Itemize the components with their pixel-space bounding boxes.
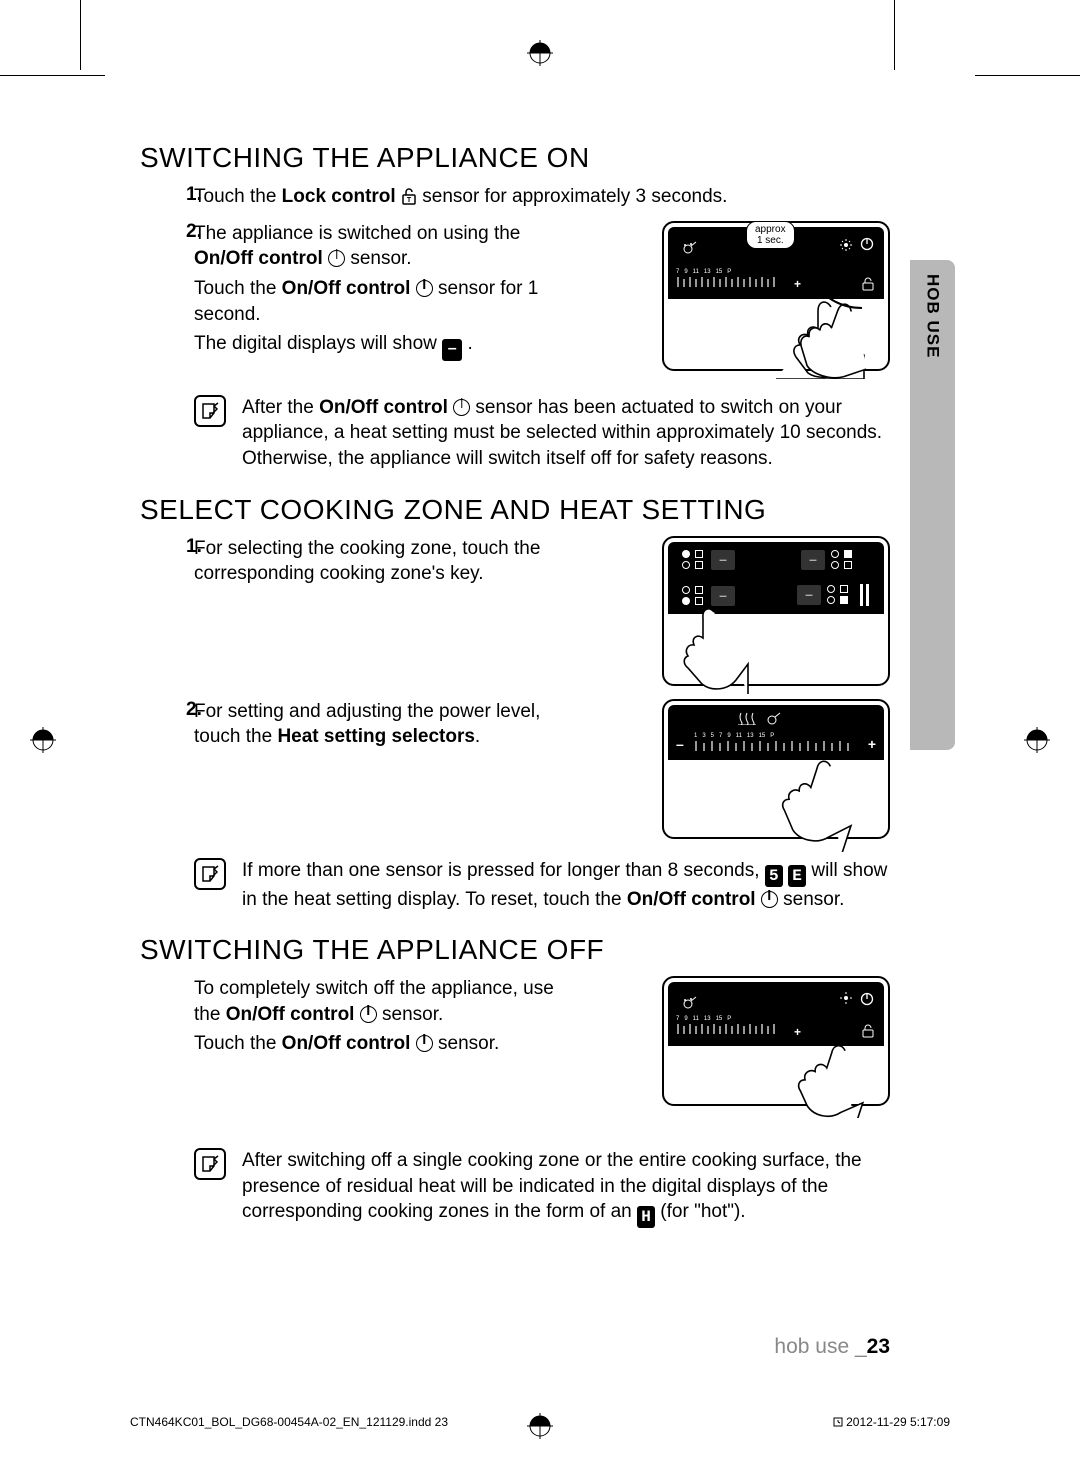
sun-icon — [840, 992, 852, 1004]
heading-select-zone: SELECT COOKING ZONE AND HEAT SETTING — [140, 494, 890, 526]
power-icon — [761, 891, 778, 908]
step-text: Touch the Lock control T sensor for appr… — [194, 184, 834, 213]
indd-filename: CTN464KC01_BOL_DG68-00454A-02_EN_121129.… — [130, 1415, 448, 1429]
plus-label: + — [794, 276, 801, 292]
page-content: HOB USE SWITCHING THE APPLIANCE ON 1. To… — [140, 120, 890, 1359]
pause-icon — [860, 584, 870, 606]
crop-mark — [80, 0, 81, 70]
lock-icon: T — [401, 187, 417, 213]
pan-icon — [766, 711, 782, 725]
body-text: To completely switch off the appliance, … — [140, 976, 890, 1126]
crop-mark — [975, 75, 1080, 76]
power-icon — [416, 280, 433, 297]
hand-icon — [682, 606, 752, 696]
power-icon — [416, 1035, 433, 1052]
scale-numbers: 7 9 11 13 15 P — [676, 268, 786, 276]
heading-switching-off: SWITCHING THE APPLIANCE OFF — [140, 934, 890, 966]
note-block: After switching off a single cooking zon… — [140, 1148, 890, 1228]
plus-label: + — [794, 1024, 801, 1040]
lock-icon — [862, 1024, 874, 1038]
segment-e-icon: E — [788, 865, 806, 887]
crop-mark — [894, 0, 895, 70]
clock-icon — [833, 1417, 843, 1427]
speech-bubble-line: approx — [755, 224, 786, 235]
heat-waves-icon — [738, 711, 756, 725]
note-icon — [194, 858, 226, 890]
scale-numbers: 7 9 11 13 15 P — [676, 1015, 786, 1023]
power-icon — [453, 399, 470, 416]
registration-mark-icon — [527, 40, 553, 66]
minus-label: – — [676, 735, 684, 754]
pan-icon — [682, 995, 698, 1009]
crop-mark — [0, 75, 105, 76]
note-block: If more than one sensor is pressed for l… — [140, 858, 890, 913]
print-footer: CTN464KC01_BOL_DG68-00454A-02_EN_121129.… — [130, 1415, 950, 1429]
switch-off-diagram: 7 9 11 13 15 P + — [662, 976, 890, 1106]
power-icon — [328, 250, 345, 267]
scale-numbers: 1 3 5 7 9 11 13 15 P — [694, 732, 854, 740]
step-text: The appliance is switched on using the O… — [194, 221, 890, 381]
heat-setting-diagram: – + 1 3 5 7 9 11 13 15 P — [662, 699, 890, 839]
segment-h-icon: H — [637, 1206, 655, 1228]
speech-bubble-line: 1 sec. — [757, 235, 784, 246]
segment-5-icon: 5 — [765, 865, 783, 887]
step-text: For setting and adjusting the power leve… — [194, 699, 890, 844]
note-icon — [194, 1148, 226, 1180]
svg-text:T: T — [407, 197, 412, 204]
sun-icon — [840, 239, 852, 251]
registration-mark-icon — [1024, 727, 1050, 753]
zone-selection-diagram: – – – – — [662, 536, 890, 686]
plus-label: + — [868, 735, 876, 754]
pan-icon — [682, 240, 698, 254]
arrow-icon — [802, 273, 872, 313]
hand-icon — [780, 1040, 870, 1118]
power-icon — [860, 237, 874, 251]
note-icon — [194, 395, 226, 427]
power-icon — [360, 1006, 377, 1023]
page-footer: hob use _23 — [774, 1335, 890, 1359]
control-panel-diagram: approx 1 sec. 7 9 11 13 15 P + — [662, 221, 890, 371]
hand-icon — [778, 760, 868, 852]
note-block: After the On/Off control sensor has been… — [140, 395, 890, 472]
section-tab-label: HOB USE — [923, 274, 943, 358]
section-tab: HOB USE — [910, 260, 955, 750]
power-icon — [860, 992, 874, 1006]
dash-display-icon: – — [442, 339, 462, 361]
step-text: For selecting the cooking zone, touch th… — [194, 536, 890, 691]
registration-mark-icon — [30, 727, 56, 753]
heading-switching-on: SWITCHING THE APPLIANCE ON — [140, 142, 890, 174]
indd-timestamp: 2012-11-29 5:17:09 — [833, 1415, 950, 1429]
